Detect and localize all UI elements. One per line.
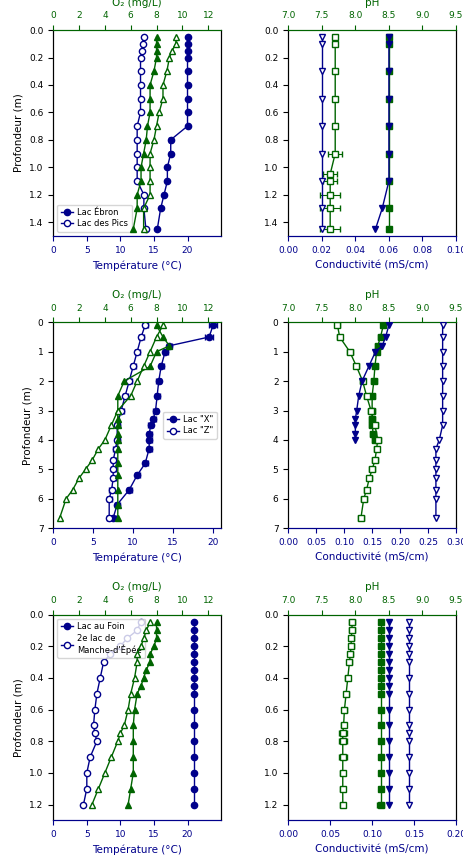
X-axis label: pH: pH [365, 0, 379, 8]
X-axis label: O₂ (mg/L): O₂ (mg/L) [113, 582, 162, 592]
X-axis label: Température (°C): Température (°C) [92, 552, 182, 563]
X-axis label: pH: pH [365, 290, 379, 300]
X-axis label: O₂ (mg/L): O₂ (mg/L) [113, 290, 162, 300]
Legend: Lac "X", Lac "Z": Lac "X", Lac "Z" [163, 411, 217, 439]
Y-axis label: Profondeur (m): Profondeur (m) [13, 678, 24, 757]
X-axis label: Conductivité (mS/cm): Conductivité (mS/cm) [315, 844, 429, 855]
X-axis label: Conductivité (mS/cm): Conductivité (mS/cm) [315, 552, 429, 563]
Legend: Lac au Foin, 2e lac de
Manche-d'Épée: Lac au Foin, 2e lac de Manche-d'Épée [57, 618, 145, 658]
X-axis label: Température (°C): Température (°C) [92, 844, 182, 855]
X-axis label: pH: pH [365, 582, 379, 592]
X-axis label: Température (°C): Température (°C) [92, 260, 182, 271]
X-axis label: O₂ (mg/L): O₂ (mg/L) [113, 0, 162, 8]
Y-axis label: Profondeur (m): Profondeur (m) [22, 386, 32, 465]
Y-axis label: Profondeur (m): Profondeur (m) [13, 94, 24, 173]
Legend: Lac Ébron, Lac des Pics: Lac Ébron, Lac des Pics [57, 204, 132, 232]
X-axis label: Conductivité (mS/cm): Conductivité (mS/cm) [315, 260, 429, 270]
